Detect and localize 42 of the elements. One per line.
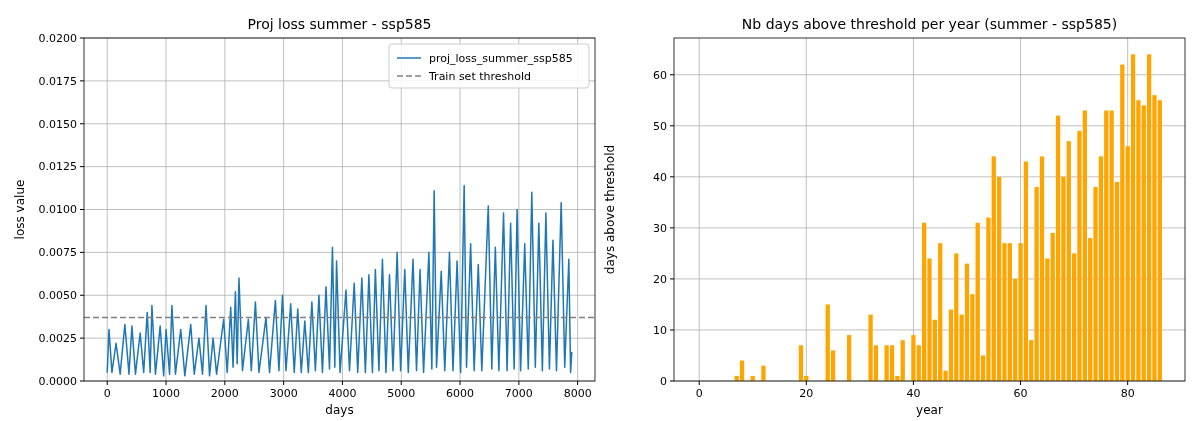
bar [760, 365, 766, 381]
chart-title: Nb days above threshold per year (summer - ssp585) [741, 16, 1117, 32]
y-tick-label: 0.0000 [38, 374, 77, 388]
x-tick-label: 2000 [210, 387, 239, 400]
x-axis-title: days [325, 403, 354, 417]
y-tick-label: 0.0050 [38, 289, 77, 303]
x-tick-label: 0 [695, 387, 703, 400]
y-tick-label: 0.0075 [38, 246, 77, 260]
y-tick-label: 20 [652, 272, 667, 286]
y-tick-label: 40 [652, 170, 667, 184]
bar [846, 335, 851, 381]
y-axis-title: days above threshold [602, 144, 617, 275]
x-tick-label: 7000 [504, 387, 533, 400]
y-tick-label: 0.0025 [38, 331, 77, 345]
y-tick-label: 50 [652, 119, 667, 133]
y-axis-title: loss value [13, 179, 27, 240]
legend-label: Train set threshold [428, 69, 532, 83]
chart-title: Proj loss summer - ssp585 [247, 16, 432, 32]
y-tick-label: 0.0175 [38, 74, 77, 88]
x-tick-label: 5000 [387, 387, 416, 400]
x-tick-label: 20 [798, 387, 813, 400]
x-tick-label: 4000 [328, 387, 357, 400]
x-axis-title: year [915, 403, 943, 417]
y-tick-label: 10 [652, 323, 667, 337]
x-tick-label: 3000 [269, 387, 298, 400]
y-tick-label: 0.0200 [38, 31, 77, 45]
x-tick-label: 80 [1120, 387, 1135, 400]
x-tick-label: 40 [905, 387, 920, 400]
x-tick-label: 6000 [446, 387, 475, 400]
x-tick-label: 1000 [152, 387, 181, 400]
y-tick-label: 0 [659, 374, 667, 388]
y-tick-label: 30 [652, 221, 667, 235]
x-tick-label: 60 [1013, 387, 1028, 400]
y-tick-label: 0.0125 [38, 160, 77, 174]
y-tick-label: 0.0150 [38, 117, 77, 131]
x-tick-label: 8000 [563, 387, 592, 400]
x-tick-label: 0 [103, 387, 111, 400]
y-tick-label: 0.0100 [38, 203, 77, 217]
line-series [106, 184, 573, 377]
y-tick-label: 60 [652, 68, 667, 82]
bar [1119, 64, 1124, 381]
legend-label: proj_loss_summer_ssp585 [429, 51, 573, 65]
